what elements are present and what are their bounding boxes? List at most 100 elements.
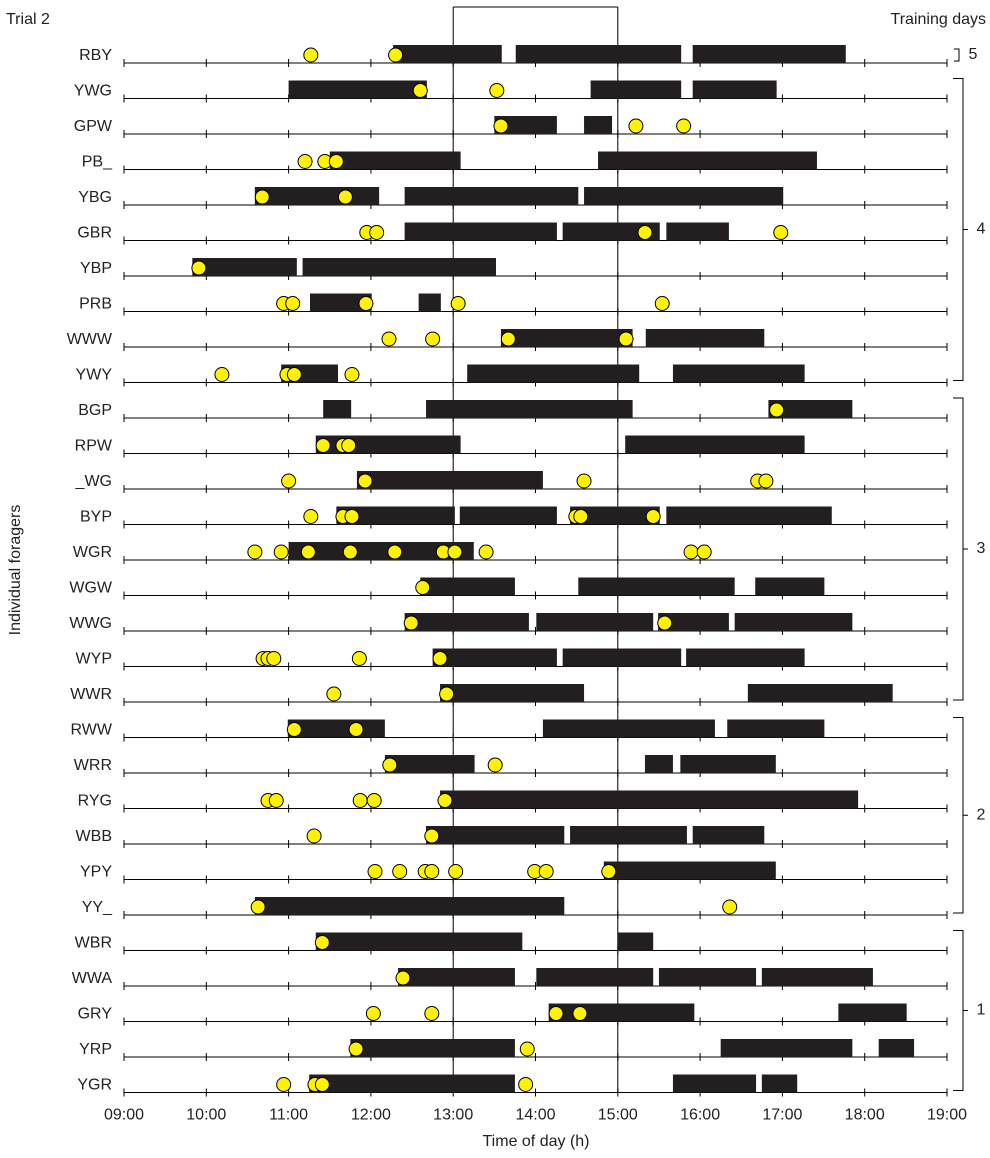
chart-title: Trial 2 — [6, 11, 50, 28]
visit-dot — [489, 83, 505, 98]
foraging-bar — [404, 613, 529, 631]
visit-dot — [341, 438, 357, 453]
foraging-bar — [398, 968, 515, 986]
foraging-bar — [598, 151, 817, 170]
visit-dot — [254, 189, 270, 205]
foraging-bar — [755, 577, 825, 596]
row-label: YY_ — [82, 899, 113, 916]
visit-dot — [342, 544, 358, 560]
visit-dot — [450, 296, 466, 311]
x-tick-label: 15:00 — [598, 1107, 638, 1124]
foraging-bar — [570, 506, 660, 525]
row-label: BGP — [78, 402, 112, 419]
visit-dot — [351, 651, 367, 666]
foraging-bar — [692, 45, 846, 63]
visit-dot — [352, 793, 368, 808]
visit-dot — [214, 367, 230, 382]
day-bracket — [953, 930, 964, 1091]
visit-dot — [493, 118, 509, 134]
day-label: 3 — [977, 540, 986, 557]
visit-dot — [432, 651, 448, 666]
foraging-bar — [500, 329, 633, 347]
x-tick-label: 09:00 — [104, 1107, 144, 1124]
row-label: PB_ — [82, 154, 113, 171]
foraging-bar — [336, 506, 455, 525]
x-tick-label: 13:00 — [433, 1107, 473, 1124]
foraging-bar — [761, 1074, 798, 1093]
visit-dot — [618, 331, 634, 347]
foraging-bar — [658, 613, 729, 631]
foraging-bar — [584, 187, 784, 205]
foraging-bar — [838, 1003, 907, 1022]
visit-dot — [412, 83, 428, 98]
visit-dot — [358, 296, 374, 311]
foraging-bar — [617, 932, 654, 951]
foraging-bar — [570, 826, 687, 844]
foraging-bar — [590, 80, 682, 99]
row-label: WGR — [73, 544, 112, 561]
foraging-bar — [692, 826, 765, 844]
foraging-bar — [356, 471, 543, 489]
visit-dot — [448, 864, 464, 879]
row-label: YWY — [76, 367, 113, 384]
visit-dot — [403, 615, 419, 631]
row-label: _WG — [75, 473, 112, 490]
foraging-bar — [404, 222, 557, 241]
foraging-bar — [254, 897, 565, 915]
foraging-bar — [680, 755, 776, 773]
visit-dot — [273, 544, 289, 560]
visit-dot — [601, 864, 617, 879]
visit-dot — [303, 509, 319, 524]
x-tick-label: 14:00 — [515, 1107, 555, 1124]
visit-dot — [683, 544, 699, 560]
visit-dot — [387, 544, 403, 560]
foraging-bar — [672, 364, 805, 383]
foraging-bar — [720, 1039, 853, 1057]
foraging-bar — [309, 293, 372, 312]
visit-dot — [769, 402, 785, 418]
foraging-bar — [302, 258, 496, 276]
visit-dot — [722, 899, 738, 915]
foraging-bar — [536, 968, 654, 986]
foraging-bar — [384, 755, 475, 773]
visit-dot — [281, 473, 297, 489]
foraging-bar — [666, 506, 832, 525]
row-label: RPW — [75, 438, 113, 455]
foraging-bar — [584, 116, 613, 134]
visit-dot — [500, 331, 516, 347]
foraging-bar — [515, 45, 682, 63]
row-label: RBY — [79, 47, 112, 64]
visit-dot — [369, 225, 385, 240]
visit-dot — [247, 544, 263, 560]
foraging-bar — [287, 719, 385, 738]
row-label: RWW — [71, 722, 113, 739]
day-label: 5 — [969, 46, 978, 63]
foraging-bar — [536, 613, 654, 631]
row-label: WBB — [76, 828, 112, 845]
row-label: GRY — [78, 1006, 113, 1023]
visit-dot — [367, 864, 383, 879]
x-tick-label: 17:00 — [762, 1107, 802, 1124]
foraging-bar — [878, 1039, 915, 1057]
foraging-bar — [192, 258, 297, 276]
visit-dot — [357, 473, 373, 489]
visit-dot — [285, 296, 301, 311]
day-label: 2 — [977, 806, 986, 823]
visit-dot — [326, 686, 342, 702]
foraging-bar — [440, 790, 859, 809]
foraging-bar — [426, 826, 565, 844]
visit-dot — [392, 864, 408, 879]
visit-dot — [773, 225, 789, 240]
visit-dot — [382, 757, 398, 773]
day-bracket — [953, 78, 964, 381]
foraging-bar — [432, 648, 557, 667]
x-tick-label: 12:00 — [351, 1107, 391, 1124]
training-days-title: Training days — [891, 11, 986, 28]
visit-dot — [306, 828, 322, 844]
foraging-bar — [562, 222, 660, 241]
visit-dot — [388, 47, 404, 63]
row-label: WBR — [75, 935, 112, 952]
visit-dot — [250, 899, 266, 915]
visit-dot — [424, 1006, 440, 1021]
foraging-bar — [288, 542, 474, 560]
